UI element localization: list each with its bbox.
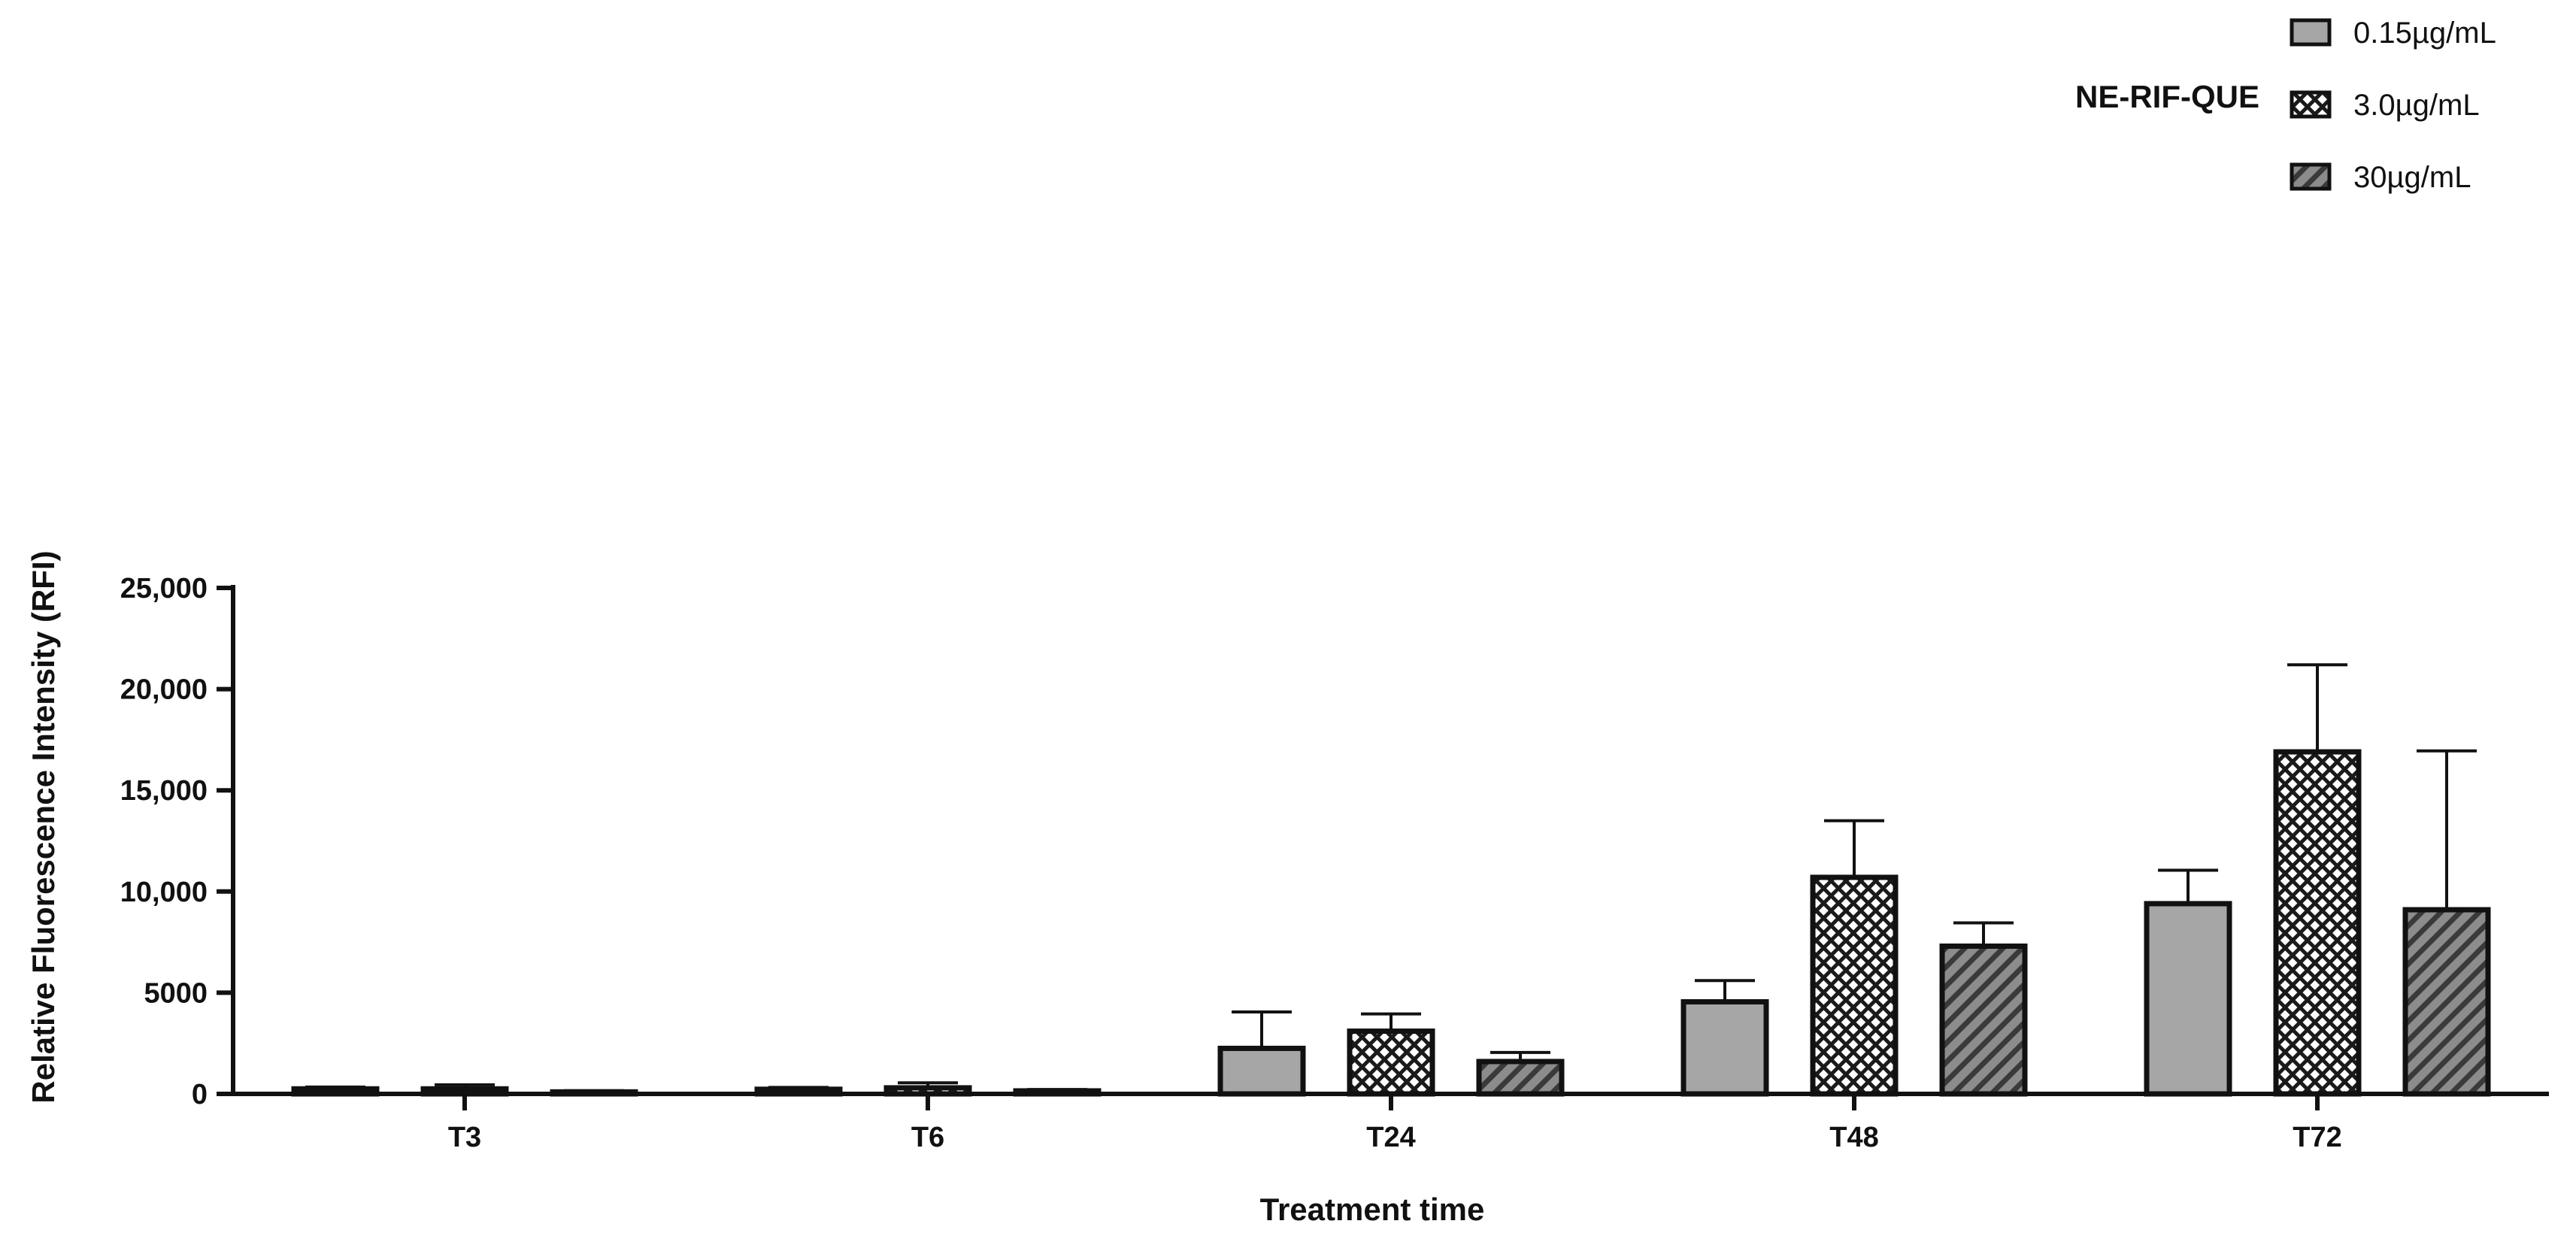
bar [291,1086,380,1097]
bar [420,1086,509,1097]
bar [2144,901,2232,1097]
x-tick-label: T3 [448,1122,481,1153]
bar [2273,749,2362,1097]
y-tick-label: 5000 [144,977,208,1009]
x-tick-label: T72 [2293,1122,2341,1153]
bar [1347,1028,1435,1097]
y-axis-title: Relative Fluorescence Intensity (RFI) [26,550,61,1103]
x-tick-label: T48 [1829,1122,1878,1153]
bar [754,1086,843,1097]
y-tick-label: 15,000 [120,775,208,807]
bar [1476,1059,1565,1097]
legend-swatch [2290,162,2332,191]
bar [1217,1045,1306,1097]
bar [2402,907,2491,1097]
legend-swatch [2290,90,2332,119]
bar [1013,1088,1102,1097]
bar [1680,999,1769,1097]
legend: NE-RIF-QUE 0.15µg/mL 3.0µg/mL 30µg/mL [2075,17,2496,194]
bar [550,1089,638,1097]
legend-swatch [2290,18,2332,47]
bar [1939,943,2028,1097]
bars [291,663,2491,1097]
y-tick-label: 10,000 [120,877,208,908]
legend-title: NE-RIF-QUE [2075,79,2259,114]
y-tick-label: 25,000 [120,573,208,604]
legend-entry: 0.15µg/mL [2353,17,2496,50]
x-tick-label: T6 [911,1122,944,1153]
x-axis-title: Treatment time [1260,1192,1485,1227]
bar [1810,874,1899,1097]
y-tick-label: 20,000 [120,674,208,706]
bar [883,1085,972,1097]
x-tick-label: T24 [1366,1122,1415,1153]
y-tick-label: 0 [192,1079,208,1110]
axis-labels: 0 5000 10,000 15,000 20,000 25,000 T3 T6 T24 T48 T… [26,550,2342,1227]
legend-entry: 3.0µg/mL [2353,89,2480,122]
legend-entry: 30µg/mL [2353,161,2471,194]
